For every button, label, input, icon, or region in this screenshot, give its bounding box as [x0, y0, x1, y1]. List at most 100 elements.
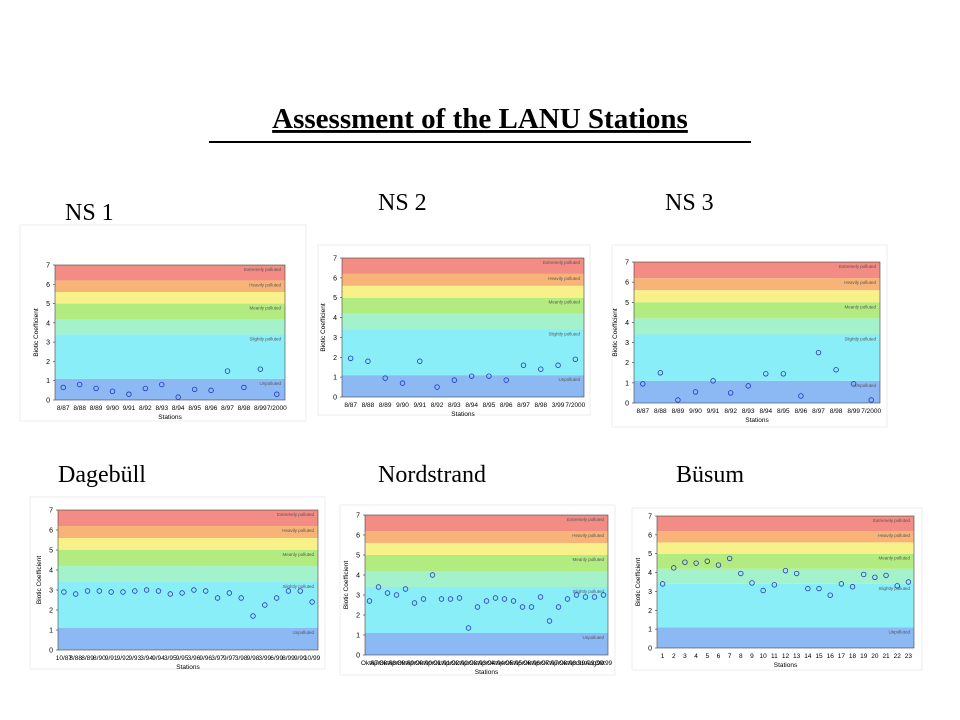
chart-panel: Büsum Unpolluted Slightly polluted Meanly p…	[631, 462, 923, 671]
x-tick-label: 17	[838, 653, 846, 660]
y-tick-label: 6	[49, 528, 53, 535]
x-tick-label: 9/97	[223, 655, 236, 662]
data-point	[203, 588, 209, 594]
chart-panel: Nordstrand Unpolluted Slightly polluted Mea…	[339, 462, 616, 676]
x-axis-label: Stations	[158, 414, 182, 421]
band-label: Extremely polluted	[543, 260, 581, 265]
x-tick-label: 8	[739, 653, 743, 660]
data-point	[905, 579, 912, 585]
plot-border	[656, 515, 915, 649]
x-tick-label: 8/92	[724, 408, 737, 415]
pollution-band	[55, 265, 285, 281]
chart-panel: Dagebüll Unpolluted Slightly polluted Meanl…	[29, 462, 326, 671]
x-tick-label: 8/88	[362, 402, 375, 409]
y-tick-label: 7	[46, 263, 50, 270]
panel-label: Dagebüll	[58, 462, 146, 488]
x-tick-label: Apr90	[406, 660, 424, 667]
data-point	[382, 375, 388, 381]
data-point	[582, 594, 589, 600]
data-point	[519, 604, 526, 610]
x-tick-label: 8/98	[534, 402, 547, 409]
y-tick-label: 0	[356, 653, 360, 660]
data-point	[760, 587, 766, 594]
pollution-band	[342, 375, 584, 397]
pollution-band	[634, 318, 880, 335]
data-point	[704, 558, 710, 564]
data-point	[96, 588, 103, 594]
x-tick-label: 7/2000	[267, 405, 287, 412]
plot-border	[54, 264, 286, 401]
x-tick-label: 2	[672, 653, 676, 660]
x-tick-label: 12	[782, 653, 790, 660]
y-tick-label: 6	[648, 532, 652, 539]
x-tick-label: Apr97	[532, 660, 550, 667]
x-tick-label: Okt88	[379, 660, 397, 667]
data-point	[861, 571, 867, 578]
data-point	[375, 584, 382, 590]
x-tick-label: 10	[760, 653, 768, 660]
plot-border	[57, 509, 319, 651]
y-tick-label: 4	[356, 573, 360, 580]
band-label: Heavily polluted	[844, 280, 876, 285]
pollution-band	[58, 526, 318, 538]
data-point	[546, 618, 553, 624]
y-tick-label: 3	[333, 335, 337, 342]
x-tick-label: 8/87	[57, 405, 70, 412]
data-point	[155, 588, 162, 594]
data-point	[167, 591, 173, 597]
x-tick-label: 20	[871, 653, 879, 660]
x-tick-label: Okt99	[595, 660, 613, 667]
x-tick-label: 22	[894, 653, 902, 660]
data-point	[384, 590, 391, 596]
x-tick-label: 9/91	[105, 655, 118, 662]
band-label: Unpolluted	[888, 629, 910, 634]
data-point	[510, 598, 517, 604]
y-tick-label: 1	[648, 627, 652, 634]
y-tick-label: 5	[49, 548, 53, 555]
data-point	[715, 562, 722, 568]
data-point	[429, 572, 436, 578]
data-point	[815, 349, 822, 356]
x-tick-label: 3/99	[258, 655, 271, 662]
x-tick-label: Okt97	[541, 660, 559, 667]
data-point	[483, 598, 490, 604]
data-point	[257, 366, 264, 372]
x-tick-label: 16	[827, 653, 835, 660]
y-tick-label: 4	[46, 320, 50, 327]
x-tick-label: 21	[882, 653, 890, 660]
data-point	[438, 596, 445, 602]
y-tick-label: 2	[648, 608, 652, 615]
pollution-band	[657, 516, 914, 532]
pollution-band	[58, 582, 318, 628]
data-point	[250, 613, 256, 619]
pollution-band	[58, 538, 318, 550]
plot-border	[341, 257, 585, 398]
x-tick-label: 13	[793, 653, 801, 660]
x-tick-label: 3/97	[211, 655, 224, 662]
pollution-band	[55, 292, 285, 304]
x-tick-label: 9/90	[106, 405, 119, 412]
pollution-band	[657, 531, 914, 543]
y-tick-label: 2	[333, 355, 337, 362]
x-tick-label: 8/99	[282, 655, 295, 662]
x-tick-label: 8/98	[238, 405, 251, 412]
data-point	[782, 567, 789, 574]
x-tick-label: 10/87	[56, 655, 73, 662]
chart-panel: NS 2 Unpolluted Slightly polluted Meanly po…	[317, 190, 591, 418]
y-tick-label: 4	[49, 568, 53, 575]
x-tick-label: 8/96	[795, 408, 808, 415]
x-tick-label: 3/98	[235, 655, 248, 662]
y-tick-label: 7	[356, 513, 360, 520]
data-point	[365, 358, 371, 364]
x-tick-label: 8/90	[93, 655, 106, 662]
x-tick-label: 7/2000	[565, 402, 585, 409]
x-tick-label: 6	[717, 653, 721, 660]
data-point	[142, 385, 149, 392]
x-tick-label: Jun99	[577, 660, 595, 667]
panel-label: NS 1	[65, 200, 114, 226]
data-point	[555, 604, 562, 610]
band-label: Slightly polluted	[249, 336, 281, 341]
y-axis-label: Biotic Coefficient	[33, 308, 40, 356]
